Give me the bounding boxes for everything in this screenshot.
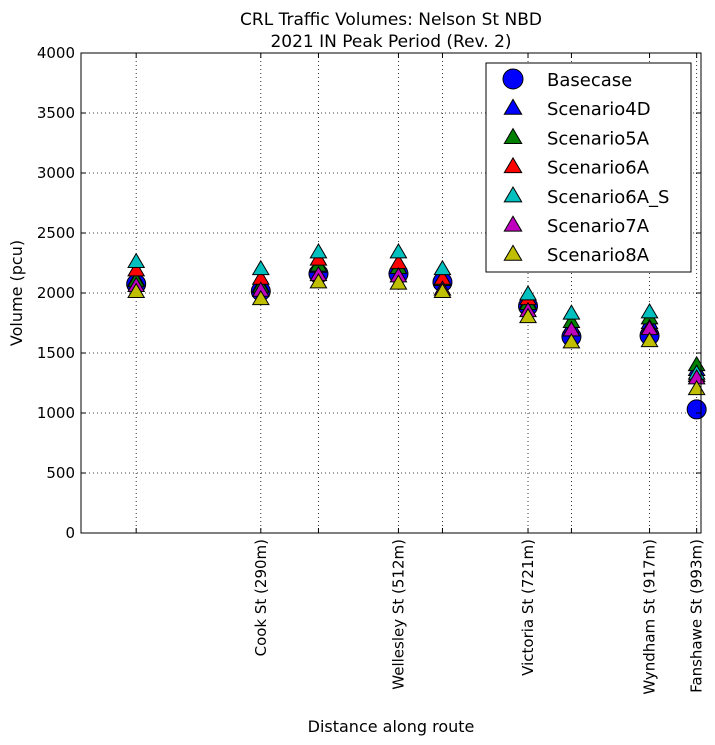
data-point [433, 282, 452, 298]
x-tick-label: Victoria St (721m) [519, 539, 537, 676]
legend-label: Scenario6A_S [547, 187, 669, 208]
legend-marker [503, 186, 523, 203]
data-point [389, 243, 408, 259]
data-point [127, 261, 146, 277]
data-marks [126, 243, 707, 420]
legend: Basecase Scenario4D Scenario5A Scenario6A Sc… [485, 62, 692, 273]
chart-title-line-1: CRL Traffic Volumes: Nelson St NBD [240, 10, 542, 30]
legend-marker [502, 68, 524, 90]
legend-marker [503, 244, 523, 261]
data-point [519, 285, 538, 301]
data-point [127, 282, 146, 298]
legend-label: Scenario6A [547, 158, 650, 179]
legend-box [485, 62, 692, 273]
y-tick-label: 3500 [37, 104, 75, 122]
data-point [562, 304, 581, 320]
legend-label: Scenario4D [547, 99, 651, 120]
data-point [309, 243, 328, 259]
x-axis-ticks: Cook St (290m) Wellesley St (512m) Victori… [135, 53, 706, 695]
data-point [519, 307, 538, 324]
data-point [562, 333, 581, 349]
y-tick-label: 0 [65, 524, 75, 542]
y-tick-label: 500 [46, 464, 75, 482]
legend-label: Scenario8A [547, 245, 650, 266]
y-tick-label: 2500 [37, 224, 75, 242]
data-point [251, 259, 270, 276]
legend-marker [503, 98, 523, 115]
data-point [686, 399, 707, 420]
legend-marker [503, 215, 523, 232]
series-Scenario8A [127, 273, 706, 396]
data-point [251, 289, 270, 306]
x-tick-label: Cook St (290m) [252, 539, 270, 656]
y-axis-ticks: 0 500 1000 1500 2000 2500 3000 3500 4000 [37, 44, 701, 542]
legend-label: Scenario7A [547, 216, 650, 237]
legend-marker [503, 127, 523, 144]
data-point [127, 252, 146, 268]
x-tick-label: Wellesley St (512m) [389, 539, 407, 690]
x-tick-label: Fanshawe St (993m) [688, 539, 706, 693]
legend-label: Basecase [547, 70, 632, 91]
y-axis-label: Volume (pcu) [7, 240, 26, 346]
y-tick-label: 1500 [37, 344, 75, 362]
x-tick-label: Wyndham St (917m) [641, 539, 659, 695]
data-point [640, 331, 659, 348]
y-tick-label: 4000 [37, 44, 75, 62]
y-tick-label: 1000 [37, 404, 75, 422]
legend-marker [503, 156, 523, 174]
x-axis-label: Distance along route [308, 717, 475, 736]
legend-label: Scenario5A [547, 128, 650, 149]
data-point [640, 303, 659, 319]
y-tick-label: 3000 [37, 164, 75, 182]
y-tick-label: 2000 [37, 284, 75, 302]
data-point [389, 274, 408, 290]
data-point [433, 259, 452, 276]
chart-title-line-2: 2021 IN Peak Period (Rev. 2) [270, 32, 511, 52]
data-point [309, 273, 328, 289]
